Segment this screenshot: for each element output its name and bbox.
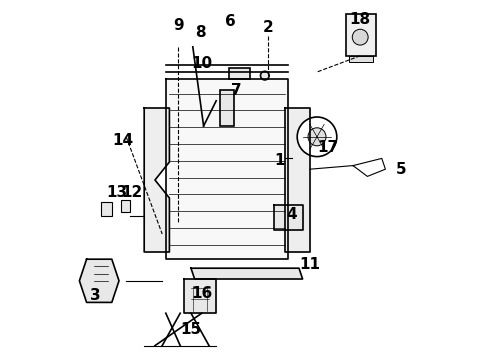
Text: 8: 8 (195, 25, 205, 40)
Polygon shape (274, 205, 303, 230)
Text: 3: 3 (90, 288, 101, 303)
Text: 15: 15 (180, 322, 201, 337)
Circle shape (352, 29, 368, 45)
Text: 1: 1 (274, 153, 285, 168)
Circle shape (261, 71, 269, 80)
Text: 4: 4 (287, 207, 297, 222)
Bar (121, 200, 130, 212)
Text: 6: 6 (225, 14, 236, 29)
Text: 17: 17 (317, 140, 339, 155)
Circle shape (297, 117, 337, 157)
Polygon shape (79, 259, 119, 302)
Polygon shape (191, 268, 303, 279)
Text: 9: 9 (173, 18, 184, 33)
Bar (220, 90, 234, 126)
Polygon shape (144, 108, 170, 252)
Polygon shape (285, 108, 310, 252)
Bar (229, 68, 250, 79)
Text: 10: 10 (191, 55, 212, 71)
Circle shape (308, 128, 326, 146)
Text: 5: 5 (396, 162, 407, 177)
Polygon shape (184, 279, 216, 313)
Text: 12: 12 (121, 185, 142, 200)
Text: 16: 16 (191, 286, 213, 301)
Text: 18: 18 (350, 12, 371, 27)
Text: 11: 11 (299, 257, 320, 272)
Bar (346, 14, 376, 56)
Polygon shape (166, 79, 288, 259)
Bar (101, 202, 112, 216)
Text: 14: 14 (112, 133, 133, 148)
Text: 13: 13 (107, 185, 128, 200)
Bar (349, 56, 373, 62)
Text: 2: 2 (263, 19, 274, 35)
Text: 7: 7 (231, 82, 241, 98)
